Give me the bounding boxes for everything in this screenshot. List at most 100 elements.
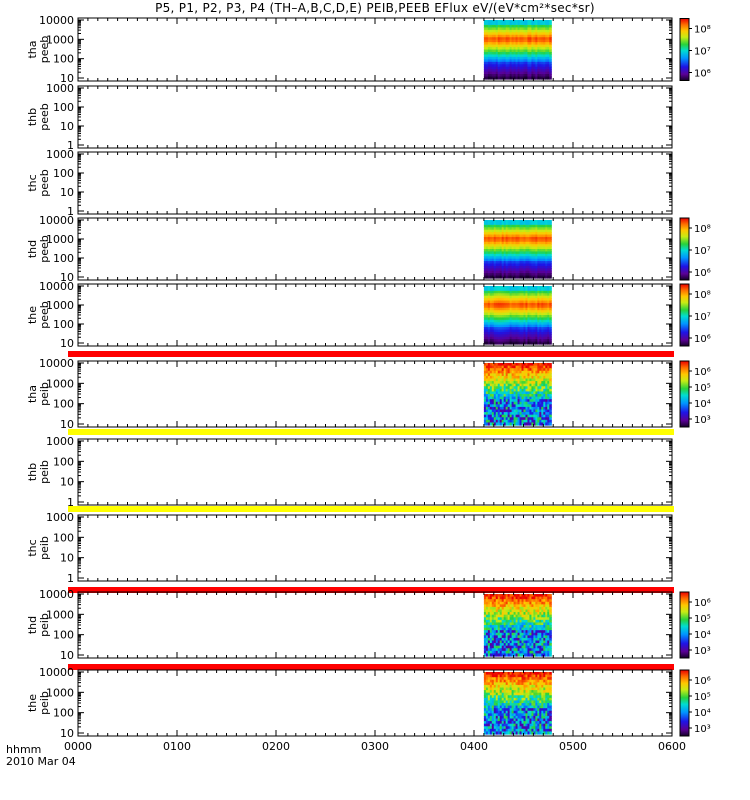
spectrogram-cell bbox=[549, 256, 552, 260]
spectrogram-cell bbox=[517, 74, 521, 78]
spectrogram-cell bbox=[507, 59, 511, 63]
spectrogram-cell bbox=[489, 256, 493, 260]
spectrogram-cell bbox=[509, 54, 513, 58]
spectrogram-cell bbox=[511, 34, 515, 38]
spectrogram-cell bbox=[493, 596, 497, 600]
spectrogram-cell bbox=[515, 61, 519, 65]
spectrogram-cell bbox=[543, 268, 546, 272]
spectrogram-cell bbox=[521, 331, 525, 335]
spectrogram-cell bbox=[543, 334, 546, 338]
spectrogram-cell bbox=[545, 341, 548, 345]
spectrogram-cell bbox=[533, 329, 536, 333]
spectrogram-cell bbox=[487, 373, 491, 377]
spectrogram-cell bbox=[485, 71, 489, 75]
spectrogram-cell bbox=[519, 42, 523, 46]
spectrogram-cell bbox=[509, 327, 513, 331]
spectrogram-cell bbox=[523, 401, 527, 405]
spectrogram-cell bbox=[485, 648, 489, 652]
spectrogram-cell bbox=[513, 59, 517, 63]
y-label-product: peib bbox=[38, 382, 51, 406]
spectrogram-cell bbox=[483, 365, 487, 369]
spectrogram-cell bbox=[517, 24, 521, 28]
spectrogram-cell bbox=[493, 312, 497, 316]
spectrogram-cell bbox=[533, 396, 536, 400]
spectrogram-cell bbox=[503, 34, 507, 38]
spectrogram-cell bbox=[521, 69, 525, 73]
spectrogram-cell bbox=[487, 268, 491, 272]
spectrogram-cell bbox=[547, 273, 550, 277]
spectrogram-cell bbox=[549, 404, 552, 408]
spectrogram-cell bbox=[507, 401, 511, 405]
spectrogram-cell bbox=[483, 312, 487, 316]
spectrogram-cell bbox=[507, 76, 511, 80]
spectrogram-cell bbox=[503, 394, 507, 398]
spectrogram-cell bbox=[499, 312, 503, 316]
spectrogram-cell bbox=[513, 261, 517, 265]
spectrogram-cell bbox=[503, 305, 507, 309]
spectrogram-cell bbox=[485, 66, 489, 70]
spectrogram-cell bbox=[493, 293, 497, 297]
spectrogram-cell bbox=[539, 261, 542, 265]
spectrogram-cell bbox=[489, 370, 493, 374]
spectrogram-cell bbox=[489, 312, 493, 316]
spectrogram-cell bbox=[491, 42, 495, 46]
spectrogram-cell bbox=[531, 47, 534, 51]
spectrogram-cell bbox=[495, 232, 499, 236]
spectrogram-cell bbox=[523, 268, 527, 272]
spectrogram-cell bbox=[541, 69, 544, 73]
y-tick-label: 1 bbox=[67, 572, 74, 585]
spectrogram-cell bbox=[505, 290, 509, 294]
spectrogram-cell bbox=[505, 295, 509, 299]
spectrogram-cell bbox=[503, 56, 507, 60]
spectrogram-cell bbox=[499, 288, 503, 292]
spectrogram-cell bbox=[487, 614, 491, 618]
spectrogram-cell bbox=[523, 20, 527, 24]
spectrogram-cell bbox=[491, 331, 495, 335]
spectrogram-cell bbox=[487, 256, 491, 260]
spectrogram-cell bbox=[537, 54, 540, 58]
spectrogram-cell bbox=[495, 298, 499, 302]
colorbar-label: 10⁸ bbox=[694, 224, 711, 235]
spectrogram-cell bbox=[539, 241, 542, 245]
spectrogram-cell bbox=[495, 249, 499, 253]
spectrogram-cell bbox=[487, 399, 491, 403]
spectrogram-cell bbox=[483, 227, 487, 231]
spectrogram-cell bbox=[497, 20, 501, 24]
spectrogram-cell bbox=[483, 42, 487, 46]
spectrogram-cell bbox=[517, 388, 521, 393]
spectrogram-cell bbox=[523, 404, 527, 408]
spectrogram-cell bbox=[507, 312, 511, 316]
spectrogram-cell bbox=[501, 293, 505, 297]
spectrogram-cell bbox=[517, 69, 521, 73]
spectrogram-cell bbox=[491, 630, 495, 634]
spectrogram-cell bbox=[483, 47, 487, 51]
spectrogram-cell bbox=[541, 391, 544, 395]
spectrogram-cell bbox=[513, 324, 517, 328]
spectrogram-cell bbox=[503, 37, 507, 41]
spectrogram-cell bbox=[491, 388, 495, 393]
spectrogram-cell bbox=[517, 44, 521, 48]
spectrogram-cell bbox=[529, 22, 533, 26]
spectrogram-cell bbox=[527, 32, 531, 36]
spectrogram-cell bbox=[515, 378, 519, 382]
spectrogram-cell bbox=[501, 241, 505, 245]
spectrogram-cell bbox=[501, 388, 505, 393]
spectrogram-cell bbox=[507, 339, 511, 343]
spectrogram-cell bbox=[533, 324, 536, 328]
spectrogram-cell bbox=[495, 27, 499, 31]
spectrogram-cell bbox=[549, 336, 552, 340]
spectrogram-cell bbox=[509, 263, 513, 267]
spectrogram-cell bbox=[507, 368, 511, 372]
spectrogram-cell bbox=[547, 69, 550, 73]
spectrogram-cell bbox=[491, 368, 495, 372]
spectrogram-cell bbox=[539, 327, 542, 331]
spectrogram-cell bbox=[489, 76, 493, 80]
spectrogram-cell bbox=[541, 236, 544, 240]
spectrogram-cell bbox=[501, 268, 505, 272]
spectrogram-cell bbox=[533, 37, 536, 41]
spectrogram-cell bbox=[511, 368, 515, 372]
spectrogram-cell bbox=[513, 391, 517, 395]
spectrogram-cell bbox=[545, 224, 548, 228]
spectrogram-cell bbox=[537, 22, 540, 26]
